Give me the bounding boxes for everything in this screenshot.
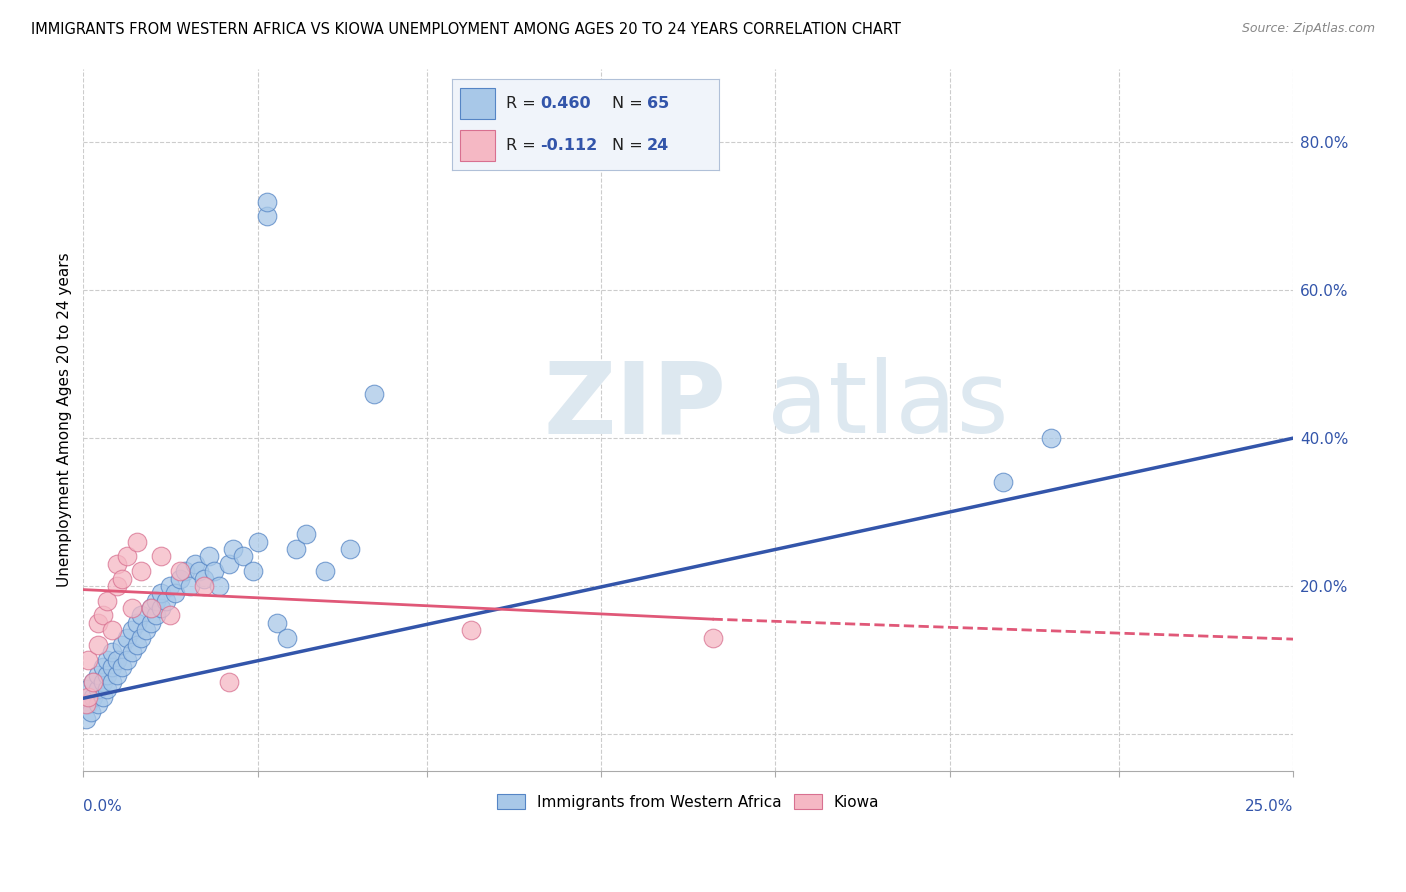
Point (183, 557, 205, 571)
Point (314, 564, 336, 578)
Point (125, 534, 148, 549)
Y-axis label: Unemployment Among Ages 20 to 24 years: Unemployment Among Ages 20 to 24 years (58, 252, 72, 587)
Text: 0.0%: 0.0% (83, 798, 122, 814)
Point (193, 572, 215, 586)
Point (91, 690, 114, 704)
Point (295, 527, 318, 541)
Point (77, 653, 100, 667)
Point (131, 564, 153, 578)
Point (276, 631, 298, 645)
Point (218, 675, 240, 690)
Point (96, 682, 118, 697)
Point (188, 564, 211, 578)
Point (198, 549, 221, 564)
Point (101, 624, 124, 638)
Point (111, 638, 134, 652)
Point (174, 564, 197, 578)
Point (202, 564, 225, 578)
Point (702, 631, 724, 645)
Point (101, 675, 124, 690)
Text: Source: ZipAtlas.com: Source: ZipAtlas.com (1241, 22, 1375, 36)
Point (266, 615, 288, 630)
Point (460, 624, 482, 638)
Point (139, 615, 162, 630)
Point (232, 549, 254, 564)
Point (77, 690, 100, 704)
Point (101, 660, 124, 674)
Point (149, 586, 172, 600)
Point (115, 631, 138, 645)
Point (125, 615, 148, 630)
Point (285, 541, 308, 556)
Point (96, 593, 118, 607)
Point (96, 667, 118, 681)
Point (75, 697, 97, 711)
Point (159, 608, 181, 623)
Point (222, 541, 245, 556)
Point (363, 386, 385, 401)
Point (87, 615, 110, 630)
Point (111, 572, 134, 586)
Point (149, 601, 172, 615)
Point (159, 579, 181, 593)
Point (121, 601, 143, 615)
Point (1040, 431, 1063, 445)
Point (991, 475, 1014, 490)
Point (208, 579, 231, 593)
Point (139, 601, 162, 615)
Point (105, 579, 128, 593)
Point (339, 541, 361, 556)
Point (169, 572, 191, 586)
Point (155, 593, 177, 607)
Point (91, 675, 114, 690)
Text: atlas: atlas (768, 357, 1008, 454)
Point (115, 653, 138, 667)
Point (105, 653, 128, 667)
Point (125, 638, 148, 652)
Point (87, 682, 110, 697)
Point (87, 697, 110, 711)
Point (82, 690, 104, 704)
Legend: Immigrants from Western Africa, Kiowa: Immigrants from Western Africa, Kiowa (491, 788, 886, 815)
Point (256, 210, 278, 224)
Point (75, 712, 97, 726)
Point (256, 194, 278, 209)
Point (87, 638, 110, 652)
Point (77, 682, 100, 697)
Point (121, 624, 143, 638)
Point (105, 557, 128, 571)
Point (131, 608, 153, 623)
Point (139, 601, 162, 615)
Point (121, 645, 143, 659)
Text: 25.0%: 25.0% (1244, 798, 1294, 814)
Point (91, 660, 114, 674)
Point (101, 645, 124, 659)
Point (111, 660, 134, 674)
Point (179, 579, 201, 593)
Point (149, 549, 172, 564)
Point (96, 653, 118, 667)
Point (91, 608, 114, 623)
Text: ZIP: ZIP (543, 357, 725, 454)
Point (145, 608, 167, 623)
Point (193, 579, 215, 593)
Point (169, 564, 191, 578)
Point (135, 624, 157, 638)
Point (165, 586, 187, 600)
Point (145, 593, 167, 607)
Text: IMMIGRANTS FROM WESTERN AFRICA VS KIOWA UNEMPLOYMENT AMONG AGES 20 TO 24 YEARS C: IMMIGRANTS FROM WESTERN AFRICA VS KIOWA … (31, 22, 901, 37)
Point (115, 549, 138, 564)
Point (77, 697, 100, 711)
Point (218, 557, 240, 571)
Point (242, 564, 264, 578)
Point (79, 705, 101, 719)
Point (82, 675, 104, 690)
Point (87, 667, 110, 681)
Point (131, 631, 153, 645)
Point (246, 534, 269, 549)
Point (82, 675, 104, 690)
Point (105, 667, 128, 681)
